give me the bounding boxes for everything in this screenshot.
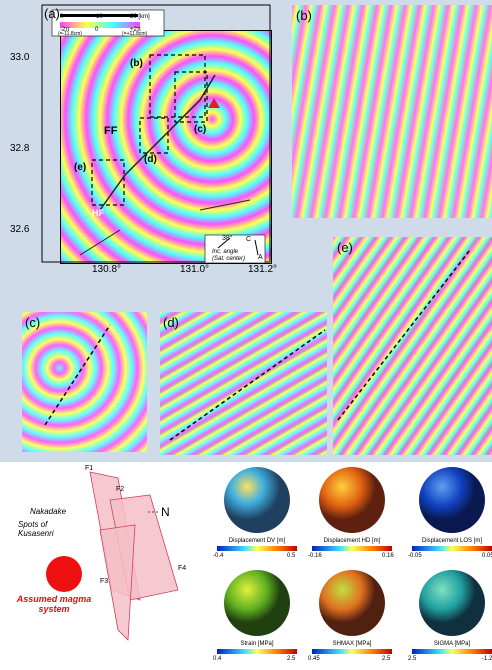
scale-label: 20 [km] (130, 14, 150, 20)
scale-label: 10 (96, 14, 103, 20)
phase-label: 0 (95, 27, 99, 33)
sphere (319, 570, 385, 636)
colorbar-tick: -1.2 (482, 656, 492, 662)
colorbar-tick: -0.4 (213, 553, 224, 559)
panel-label: (b) (296, 8, 312, 23)
geometry-box (204, 234, 266, 264)
fault-plane (99, 524, 136, 641)
sphere-label: SIGMA [MPa] (433, 641, 471, 647)
fault-id: F3 (100, 578, 109, 585)
box-label: (e) (74, 162, 87, 173)
panel-e-image (333, 237, 492, 455)
panel-a-image (60, 30, 272, 264)
box-label: (b) (130, 58, 143, 69)
fault-id: F1 (85, 465, 94, 472)
fault-line (79, 199, 251, 256)
angle-label: 38° (222, 235, 233, 242)
box-label: (c) (194, 124, 207, 135)
scale-bar (60, 14, 138, 17)
lon-label: 131.0° (180, 264, 210, 275)
colorbar-tick: 0.45 (308, 656, 320, 662)
sphere-label: Displacement DV [m] (228, 538, 286, 544)
lat-label: 32.8 (10, 143, 30, 154)
dir-label: C (246, 236, 252, 243)
colorbar-tick: 2.5 (287, 656, 296, 662)
sphere (419, 570, 485, 636)
colorbar-tick: -0.05 (408, 553, 422, 559)
dir-label: A (258, 254, 263, 261)
colorbar-tick: 0.4 (213, 656, 222, 662)
sphere-label: Displacement HD [m] (323, 538, 381, 544)
sphere-label: Strain [MPa] (240, 641, 274, 647)
panel-d-image (160, 312, 327, 455)
panel-a-frame (41, 4, 271, 263)
phase-label: -2π (60, 27, 70, 33)
sat-label: (Sat. center) (212, 256, 246, 262)
sphere (319, 467, 385, 533)
place-label: Nakadake (30, 507, 67, 516)
sphere-label: SHMAX [MPa] (332, 641, 372, 647)
fault-name: FF (104, 125, 118, 137)
lon-label: 131.2° (248, 264, 278, 275)
sphere (224, 570, 290, 636)
sphere-colorbar (412, 649, 492, 654)
fault-name: HF (92, 208, 104, 218)
box-label: (d) (144, 154, 157, 165)
panel-label: (e) (337, 240, 353, 255)
panel-label: (a) (44, 6, 60, 21)
sphere-colorbar (217, 546, 297, 551)
lat-label: 33.0 (10, 52, 30, 63)
fault-line (99, 74, 216, 211)
sphere-colorbar (312, 546, 392, 551)
phase-label: +2π (130, 27, 141, 33)
place-label: Spots of Kusasenri (18, 520, 54, 538)
colorbar-tick: 0.05 (482, 553, 492, 559)
north-label: N (161, 505, 170, 519)
panel-label: (c) (25, 315, 41, 330)
scale-label: 0 (60, 14, 64, 20)
fault-id: F4 (178, 565, 187, 572)
colorbar-tick: -0.16 (308, 553, 322, 559)
box-b (149, 54, 206, 118)
panel-c-image (22, 312, 147, 452)
panel-b-image (292, 5, 492, 218)
lon-label: 130.8° (92, 264, 122, 275)
dashed-fault (44, 249, 471, 441)
colorbar-tick: 2.5 (382, 656, 391, 662)
flight-arrow (254, 239, 259, 256)
sphere-label: Displacement LOS [m] (421, 538, 483, 544)
magma-label: Assumed magma system (16, 594, 92, 614)
inc-arrow (217, 237, 231, 249)
box-c (91, 159, 125, 206)
sphere (224, 467, 290, 533)
phase-cm-label: (=+11.8cm) (122, 31, 148, 37)
inc-label: Inc. angle (212, 249, 239, 255)
panel-label: (d) (163, 315, 179, 330)
phase-colorbar (60, 22, 140, 28)
sphere-colorbar (412, 546, 492, 551)
volcano-marker (208, 98, 220, 108)
fault-id: F2 (116, 486, 125, 493)
colorbar-tick: 0.5 (287, 553, 296, 559)
colorbar-tick: 2.5 (408, 656, 417, 662)
sphere-colorbar (312, 649, 392, 654)
box-e (174, 71, 208, 123)
colorbar-tick: 0.16 (382, 553, 394, 559)
lat-label: 32.6 (10, 224, 30, 235)
box-d (139, 117, 169, 154)
sphere (419, 467, 485, 533)
sphere-colorbar (217, 649, 297, 654)
phase-cm-label: (=-11.8cm) (58, 31, 82, 37)
magma-body (46, 556, 82, 592)
